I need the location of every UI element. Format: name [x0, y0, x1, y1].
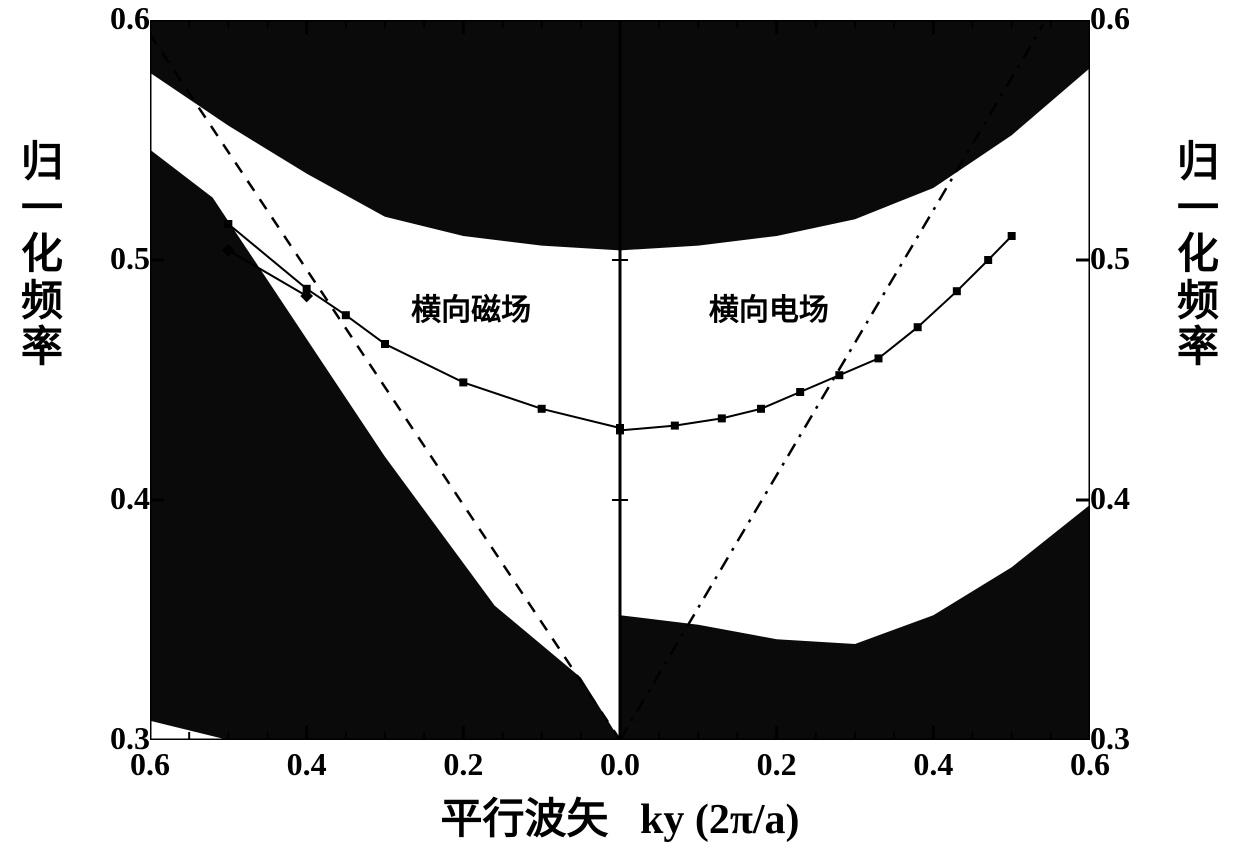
xtick-label: 0.6: [1050, 746, 1130, 783]
series-right-main-marker: [671, 422, 679, 430]
xtick-label: 0.2: [423, 746, 503, 783]
series-right-main-marker: [796, 388, 804, 396]
ytick-label-left: 0.5: [70, 240, 150, 277]
x-axis-label-cn: 平行波矢: [440, 797, 608, 843]
ytick-label-left: 0.4: [70, 480, 150, 517]
series-right-main-marker: [1008, 232, 1016, 240]
series-right-main-line: [620, 236, 1012, 430]
series-right-main-marker: [835, 371, 843, 379]
series-right-main-marker: [875, 354, 883, 362]
series-right-main-marker: [757, 405, 765, 413]
y-axis-label-right: 归一化频率: [1176, 140, 1220, 371]
ytick-label-right: 0.4: [1090, 480, 1170, 517]
series-right-main-marker: [984, 256, 992, 264]
x-axis-label: 平行波矢 ky (2π/a): [0, 785, 1240, 846]
series-left-main-marker: [224, 220, 232, 228]
series-left-main-marker: [381, 340, 389, 348]
xtick-label: 0.0: [580, 746, 660, 783]
xtick-label: 0.6: [110, 746, 190, 783]
ytick-label-right: 0.5: [1090, 240, 1170, 277]
series-right-main-marker: [718, 414, 726, 422]
series-right-main-marker: [914, 323, 922, 331]
label-te: 横向电场: [709, 294, 829, 327]
xtick-label: 0.4: [267, 746, 347, 783]
series-left-main-marker: [342, 311, 350, 319]
xtick-label: 0.4: [893, 746, 973, 783]
y-axis-label-left: 归一化频率: [20, 140, 64, 371]
figure-root: 归一化频率 归一化频率 横向磁场横向电场 0.30.40.50.60.30.40…: [0, 0, 1240, 864]
series-right-main-marker: [953, 287, 961, 295]
ytick-label-right: 0.6: [1090, 0, 1170, 37]
ytick-label-left: 0.6: [70, 0, 150, 37]
series-left-main-marker: [459, 378, 467, 386]
x-axis-label-latin: ky (2π/a): [640, 797, 800, 843]
plot-area: 横向磁场 横向电场: [150, 20, 1090, 740]
plot-svg: 横向磁场 横向电场: [150, 20, 1090, 740]
band-right-upper: [620, 20, 1090, 250]
series-left-main-marker: [538, 405, 546, 413]
label-tm: 横向磁场: [411, 293, 531, 327]
xtick-label: 0.2: [737, 746, 817, 783]
